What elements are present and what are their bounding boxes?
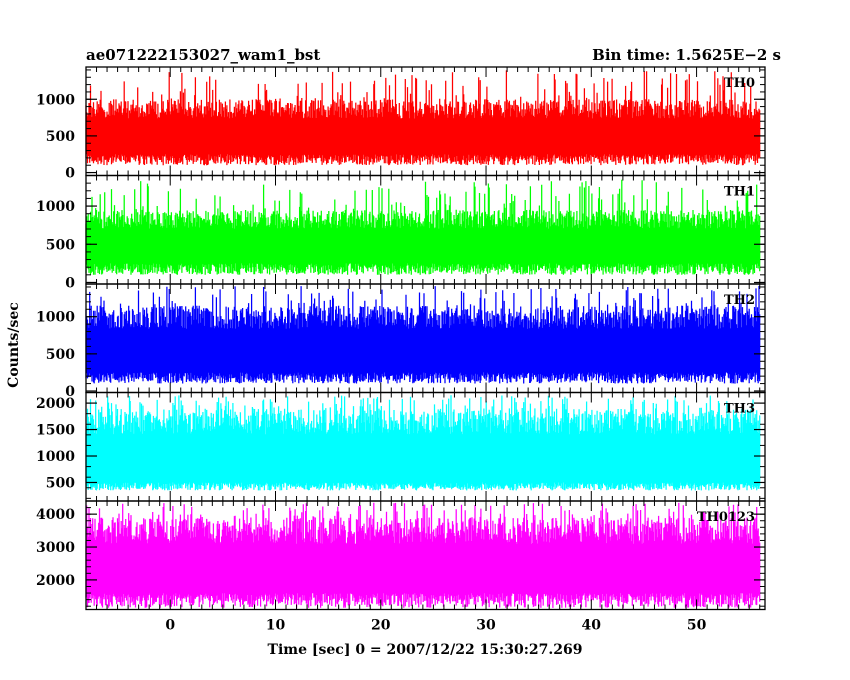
x-tick-label: 50 <box>687 618 707 634</box>
panel-label-th0: TH0 <box>724 76 755 91</box>
y-tick-label: 1000 <box>36 92 75 108</box>
chart-title-left: ae071222153027_wam1_bst <box>86 46 320 64</box>
y-axis-label: Counts/sec <box>6 302 22 388</box>
x-tick-labels: 0 10 20 30 40 50 <box>165 618 706 634</box>
x-tick-label: 20 <box>371 618 391 634</box>
panel-label-th1: TH1 <box>724 185 755 200</box>
panel-label-th3: TH3 <box>724 402 755 417</box>
series-th3 <box>85 395 761 491</box>
y-tick-label: 500 <box>46 129 75 145</box>
y-tick-label: 500 <box>46 347 75 363</box>
series-th1 <box>85 179 761 275</box>
x-axis-label: Time [sec] 0 = 2007/12/22 15:30:27.269 <box>268 642 583 658</box>
y-tick-label: 3000 <box>36 540 75 556</box>
y-tick-label: 500 <box>46 237 75 253</box>
y-tick-label: 0 <box>65 384 75 400</box>
y-tick-label: 2000 <box>36 396 75 412</box>
y-tick-label: 2000 <box>36 573 75 589</box>
panel-label-th2: TH2 <box>724 293 755 308</box>
y-tick-label: 0 <box>65 166 75 182</box>
y-tick-label: 1500 <box>36 423 75 439</box>
x-tick-label: 40 <box>582 618 602 634</box>
chart-title-right: Bin time: 1.5625E−2 s <box>592 46 781 64</box>
y-tick-label: 0 <box>65 275 75 291</box>
panel-th3: 500 1000 1500 2000 TH3 <box>36 391 766 502</box>
panel-label-th0123: TH0123 <box>697 510 755 525</box>
panel-th1: 0 500 1000 TH1 <box>36 174 766 291</box>
series-th0 <box>85 70 761 166</box>
panel-th0123: 2000 3000 4000 TH0123 <box>36 500 766 611</box>
y-tick-label: 4000 <box>36 507 75 523</box>
y-tick-label: 1000 <box>36 199 75 215</box>
y-tick-label: 1000 <box>36 310 75 326</box>
series-th0123 <box>85 502 761 608</box>
panel-th0: 0 500 1000 TH0 <box>36 66 766 182</box>
panels-group: 0 500 1000 TH0 0 500 1000 TH1 0 500 1000 TH2 500 1000… <box>36 66 766 611</box>
x-tick-label: 30 <box>476 618 496 634</box>
panel-frame <box>85 500 766 611</box>
series-th2 <box>85 285 761 384</box>
panel-th2: 0 500 1000 TH2 <box>36 283 766 400</box>
y-tick-label: 500 <box>46 475 75 491</box>
y-tick-label: 1000 <box>36 449 75 465</box>
x-tick-label: 10 <box>266 618 286 634</box>
x-tick-label: 0 <box>165 618 175 634</box>
